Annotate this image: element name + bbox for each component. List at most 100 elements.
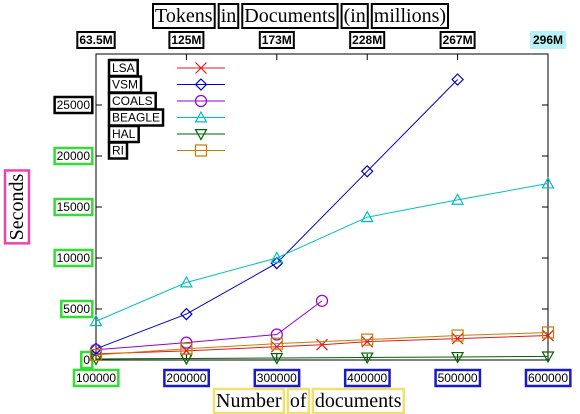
- data-point: [270, 337, 283, 350]
- y-tick-label: 10000: [53, 248, 94, 268]
- y-tick-label-text: 20000: [57, 149, 91, 163]
- data-point: [451, 193, 465, 205]
- x-axis-label-word: documents: [311, 387, 405, 414]
- y-tick-label: 25000: [53, 95, 94, 115]
- legend-marker: [195, 62, 207, 74]
- data-point: [360, 210, 374, 223]
- x-tick-label: 400000: [343, 368, 391, 388]
- legend-entry: RI: [107, 141, 225, 160]
- title-word: Tokens: [152, 3, 216, 29]
- top-tick-label-text: 63.5M: [79, 33, 112, 47]
- series-line: [95, 355, 549, 360]
- legend-entry: HAL: [107, 124, 225, 144]
- title-word-box: [152, 3, 216, 29]
- x-tick-label: 500000: [434, 368, 482, 388]
- data-point: [179, 275, 193, 288]
- top-tick-label: 173M: [258, 31, 295, 49]
- top-tick-label-box: [529, 31, 567, 49]
- x-tick-label-text: 100000: [76, 371, 116, 385]
- top-tick-label-box: [439, 31, 476, 49]
- y-tick-label-box: [53, 248, 94, 268]
- x-tick-label-box: [253, 368, 301, 388]
- x-tick-label-box: [72, 368, 120, 388]
- x-axis-label-word-box: [286, 387, 311, 414]
- y-tick-label-box: [53, 95, 94, 115]
- series-line: [95, 331, 549, 356]
- title-word: (in: [340, 3, 369, 29]
- x-tick-label: 300000: [253, 368, 301, 388]
- y-tick-label: 5000: [60, 299, 94, 319]
- legend-label: BEAGLE: [112, 111, 160, 125]
- series-line: [95, 79, 458, 350]
- y-tick-label-text: 0: [83, 353, 90, 367]
- top-tick-label: 63.5M: [76, 31, 116, 49]
- title-word-box: [370, 3, 450, 29]
- title-word-text: Tokens: [155, 5, 213, 27]
- x-axis-label-word: Number: [212, 387, 286, 414]
- x-tick-label-box: [343, 368, 391, 388]
- data-point: [360, 164, 374, 178]
- x-tick-label: 100000: [72, 368, 120, 388]
- legend-label: HAL: [112, 127, 136, 141]
- x-tick-label-text: 500000: [438, 371, 478, 385]
- legend-label: LSA: [112, 61, 135, 75]
- y-tick-label-text: 5000: [63, 302, 90, 316]
- data-point: [180, 342, 193, 355]
- title-word: Documents: [241, 3, 339, 29]
- legend-entry: BEAGLE: [107, 108, 225, 127]
- data-point: [361, 333, 374, 346]
- x-axis-label-word-text: Number: [216, 390, 282, 412]
- legend-label: VSM: [112, 78, 138, 92]
- top-tick-label-box: [349, 31, 386, 49]
- legend-marker: [194, 144, 208, 157]
- series-hal: [89, 351, 555, 366]
- y-axis-label-box: [3, 169, 31, 245]
- data-point: [270, 352, 284, 365]
- data-point: [89, 348, 103, 361]
- legend-label: COALS: [112, 94, 153, 108]
- x-tick-label-text: 600000: [528, 371, 568, 385]
- data-point: [451, 329, 464, 342]
- x-tick-label-box: [163, 368, 210, 388]
- x-axis-label-word-text: of: [290, 390, 307, 412]
- data-point: [270, 251, 284, 263]
- top-tick-label-box: [168, 31, 205, 49]
- y-tick-label-box: [53, 146, 94, 166]
- x-axis-label-word: of: [286, 387, 311, 414]
- top-tick-label-box: [76, 31, 116, 49]
- x-tick-label-text: 400000: [347, 371, 387, 385]
- plot-frame: [95, 53, 549, 361]
- y-axis-label: Seconds: [3, 169, 31, 245]
- legend-marker: [194, 78, 208, 91]
- data-point: [541, 351, 555, 364]
- title-word-box: [340, 3, 369, 29]
- top-tick-label-text: 296M: [533, 33, 563, 47]
- data-point: [542, 329, 554, 342]
- legend-entry: LSA: [107, 58, 225, 78]
- series-line: [95, 300, 323, 351]
- title-word-box: [241, 3, 339, 29]
- x-tick-label: 600000: [524, 368, 572, 388]
- series-beagle: [89, 176, 555, 327]
- data-point: [541, 176, 555, 189]
- top-tick-label-text: 125M: [171, 33, 201, 47]
- y-tick-label-text: 25000: [57, 98, 91, 112]
- x-tick-label-text: 200000: [166, 371, 206, 385]
- legend-marker: [194, 110, 208, 123]
- legend-marker: [194, 94, 208, 108]
- title-word-text: (in: [344, 5, 366, 27]
- data-point: [315, 294, 329, 307]
- title-word-text: millions): [374, 5, 446, 27]
- top-tick-label-text: 267M: [443, 33, 473, 47]
- x-tick-label-box: [524, 368, 572, 388]
- legend-entry: COALS: [107, 91, 225, 111]
- data-point: [541, 326, 555, 339]
- legend-entry: VSM: [107, 75, 225, 94]
- legend-marker: [194, 129, 208, 141]
- x-tick-label-text: 300000: [257, 371, 297, 385]
- top-tick-label: 125M: [168, 31, 205, 49]
- legend-label-box: [107, 141, 129, 160]
- data-point: [360, 352, 374, 365]
- top-tick-label-text: 173M: [262, 33, 292, 47]
- data-point: [270, 256, 284, 270]
